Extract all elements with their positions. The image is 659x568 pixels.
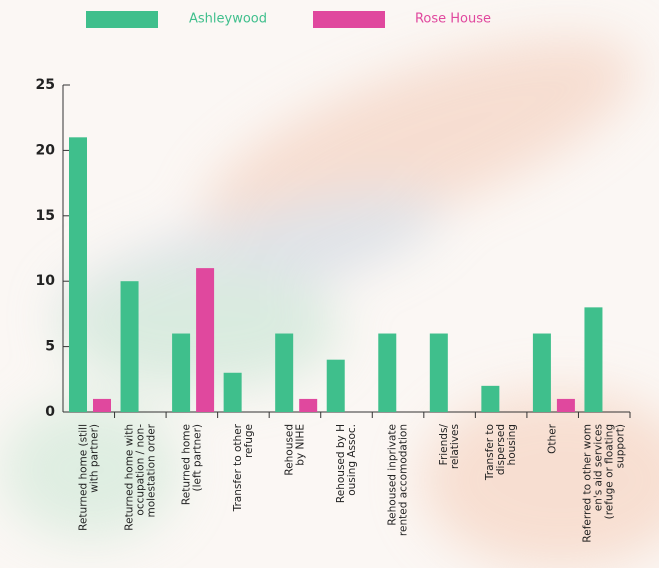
bar xyxy=(584,307,603,412)
x-tick-label: en's aid services xyxy=(593,424,605,511)
legend-swatch xyxy=(86,11,158,28)
x-tick-label: Referred to other wom xyxy=(582,424,594,543)
x-tick-label: relatives xyxy=(449,424,461,469)
x-tick-label: rented accomodation xyxy=(398,424,410,536)
x-tick-label: by NIHE xyxy=(294,424,306,466)
x-tick-label: Rehoused by H xyxy=(335,424,347,503)
x-tick-label: Friends/ xyxy=(438,424,450,466)
x-tick-label: housing xyxy=(506,424,518,465)
x-tick-label: (refuge or floating xyxy=(604,424,616,519)
bar xyxy=(326,359,345,412)
legend-label: Rose House xyxy=(415,12,491,27)
x-tick-label: ousing Assoc. xyxy=(346,424,358,496)
x-tick-label: dispersed xyxy=(495,424,507,475)
x-tick-label: Transfer to other xyxy=(232,423,244,512)
bar xyxy=(299,398,318,412)
x-tick-label: Other xyxy=(547,423,559,453)
bar xyxy=(429,333,448,412)
bar xyxy=(93,398,111,412)
x-tick-label: occupation / non- xyxy=(134,424,146,516)
bar xyxy=(481,385,500,412)
bar xyxy=(120,281,139,412)
y-tick-label: 20 xyxy=(36,142,56,158)
y-tick-label: 5 xyxy=(45,339,55,355)
x-tick-label: molestation order xyxy=(145,423,157,517)
x-tick-label: (left partner) xyxy=(191,424,203,492)
x-tick-label: Returned home xyxy=(180,424,192,505)
x-tick-label: Returned home with xyxy=(123,424,135,531)
y-tick-label: 10 xyxy=(36,273,56,289)
y-tick-label: 15 xyxy=(36,208,55,224)
x-tick-label: support) xyxy=(615,424,627,468)
bar xyxy=(223,372,242,412)
bar xyxy=(196,268,215,412)
bar xyxy=(556,398,575,412)
bar xyxy=(532,333,551,412)
legend-swatch xyxy=(313,11,385,28)
bar xyxy=(378,333,397,412)
x-tick-label: Returned home (still xyxy=(77,424,89,531)
x-tick-label: Rehoused inprivate xyxy=(387,424,399,526)
y-tick-label: 25 xyxy=(36,77,55,93)
bar xyxy=(172,333,191,412)
bar xyxy=(69,137,87,412)
y-tick-label: 0 xyxy=(45,404,55,420)
x-tick-label: Transfer to xyxy=(484,424,496,481)
legend-label: Ashleywood xyxy=(189,12,267,27)
x-tick-label: Rehoused xyxy=(283,424,295,476)
x-tick-label: with partner) xyxy=(88,424,100,493)
bar xyxy=(275,333,294,412)
x-tick-label: refuge xyxy=(243,424,255,458)
